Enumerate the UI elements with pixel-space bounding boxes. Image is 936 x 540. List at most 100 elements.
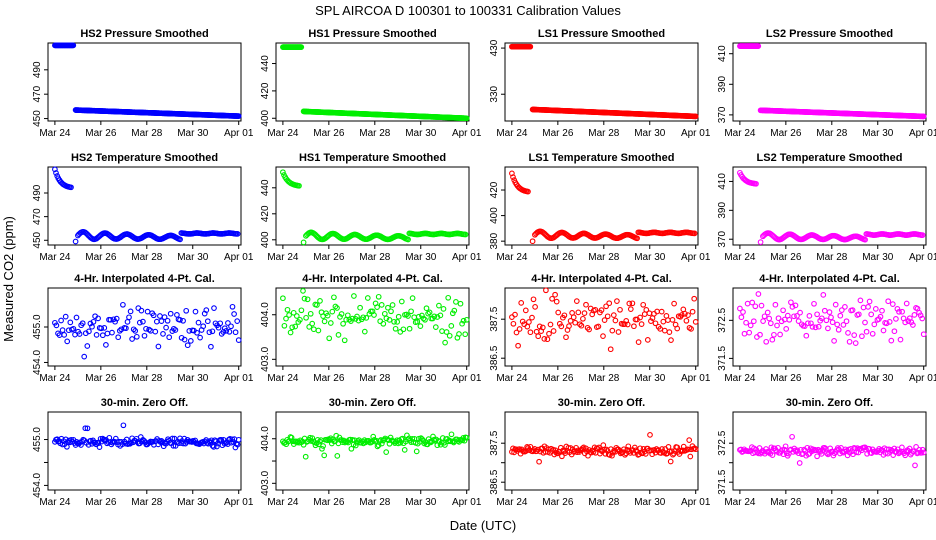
data-point	[642, 451, 649, 457]
panel-ls2-zero: 30-min. Zero Off. Mar 24 Mar 26 Mar 28 Mar 3…	[717, 397, 936, 508]
x-tick-label: Apr 01	[681, 373, 711, 384]
data-point	[581, 310, 588, 316]
x-tick-label: Mar 28	[816, 128, 848, 139]
data-point	[631, 444, 638, 451]
data-point	[744, 300, 751, 307]
data-point	[204, 318, 211, 325]
data-point	[891, 328, 898, 335]
x-tick-label: Mar 24	[267, 497, 299, 508]
data-point	[348, 445, 355, 452]
y-tick-label: 490	[32, 184, 43, 201]
data-point	[758, 302, 765, 309]
data-point	[167, 310, 174, 317]
y-tick-label: 387.5	[489, 430, 500, 455]
data-point	[829, 319, 836, 326]
data-point	[386, 317, 393, 323]
data-point	[67, 319, 74, 326]
y-tick-label: 371.5	[717, 469, 728, 494]
data-point	[852, 340, 859, 346]
data-point	[888, 337, 895, 344]
data-point	[84, 425, 91, 432]
data-point	[692, 113, 699, 120]
data-point	[124, 319, 131, 325]
data-point	[753, 180, 759, 187]
data-point	[879, 307, 885, 314]
panel-hs2-cal4pt: 4-Hr. Interpolated 4-Pt. Cal. Mar 24 Mar 2…	[32, 273, 254, 384]
data-point	[903, 300, 910, 307]
data-point	[214, 443, 220, 450]
data-point	[535, 333, 542, 340]
data-point	[826, 309, 833, 315]
y-tick-label: 440	[260, 55, 271, 72]
data-point	[797, 309, 803, 316]
x-tick-label: Mar 28	[359, 252, 391, 263]
data-point	[640, 301, 647, 308]
data-point	[163, 324, 169, 331]
panel-title: HS1 Temperature Smoothed	[299, 152, 446, 164]
data-point	[814, 311, 820, 318]
data-point	[792, 302, 799, 309]
data-point	[527, 43, 534, 50]
data-point	[660, 318, 667, 325]
y-tick-label: 440	[260, 179, 271, 196]
data-point	[860, 304, 867, 311]
data-point	[451, 307, 458, 314]
data-point	[919, 446, 926, 453]
data-point	[741, 330, 748, 337]
data-point	[903, 448, 910, 455]
data-point	[459, 320, 465, 327]
data-point	[321, 452, 328, 459]
data-point	[301, 295, 308, 302]
data-point	[341, 337, 348, 344]
data-point	[112, 435, 119, 442]
data-point	[229, 303, 236, 310]
data-point	[169, 435, 176, 442]
data-point	[643, 307, 650, 313]
data-point	[869, 330, 876, 337]
data-point	[566, 323, 572, 329]
data-point	[72, 238, 79, 245]
panel-ls1-cal4pt: 4-Hr. Interpolated 4-Pt. Cal. Mar 24 Mar 2…	[489, 273, 711, 384]
data-point	[170, 442, 177, 449]
y-tick-label: 420	[489, 181, 500, 198]
data-point	[303, 314, 309, 321]
data-point	[772, 301, 779, 308]
data-point	[920, 331, 927, 338]
x-tick-label: Mar 30	[862, 373, 894, 384]
x-tick-label: Mar 30	[405, 497, 437, 508]
data-point	[120, 422, 127, 429]
x-tick-label: Mar 28	[588, 497, 620, 508]
data-point	[104, 330, 111, 337]
data-point	[146, 439, 153, 446]
data-point	[209, 328, 216, 335]
data-point	[774, 322, 780, 329]
data-point	[100, 436, 107, 443]
data-point	[174, 312, 180, 318]
data-point	[324, 312, 331, 319]
data-point	[646, 310, 653, 317]
data-point	[321, 318, 328, 325]
data-point	[281, 322, 288, 329]
plot-frame	[47, 166, 242, 246]
data-point	[595, 323, 602, 330]
data-point	[740, 309, 746, 315]
y-tick-label: 370	[717, 106, 728, 123]
data-point	[132, 328, 139, 334]
y-tick-label: 403.0	[260, 470, 271, 495]
y-tick-label: 386.5	[489, 469, 500, 494]
data-point	[775, 315, 782, 322]
x-tick-label: Apr 01	[224, 373, 254, 384]
data-point	[327, 320, 334, 326]
data-point	[332, 303, 339, 310]
data-point	[183, 307, 190, 314]
x-tick-label: Mar 30	[177, 373, 209, 384]
data-point	[627, 306, 634, 312]
data-point	[834, 321, 841, 328]
data-point	[871, 321, 878, 328]
data-point	[687, 453, 694, 460]
x-tick-label: Mar 24	[267, 373, 299, 384]
data-point	[296, 182, 302, 189]
data-point	[920, 113, 927, 120]
plot-frame	[504, 287, 699, 367]
data-point	[383, 449, 390, 455]
